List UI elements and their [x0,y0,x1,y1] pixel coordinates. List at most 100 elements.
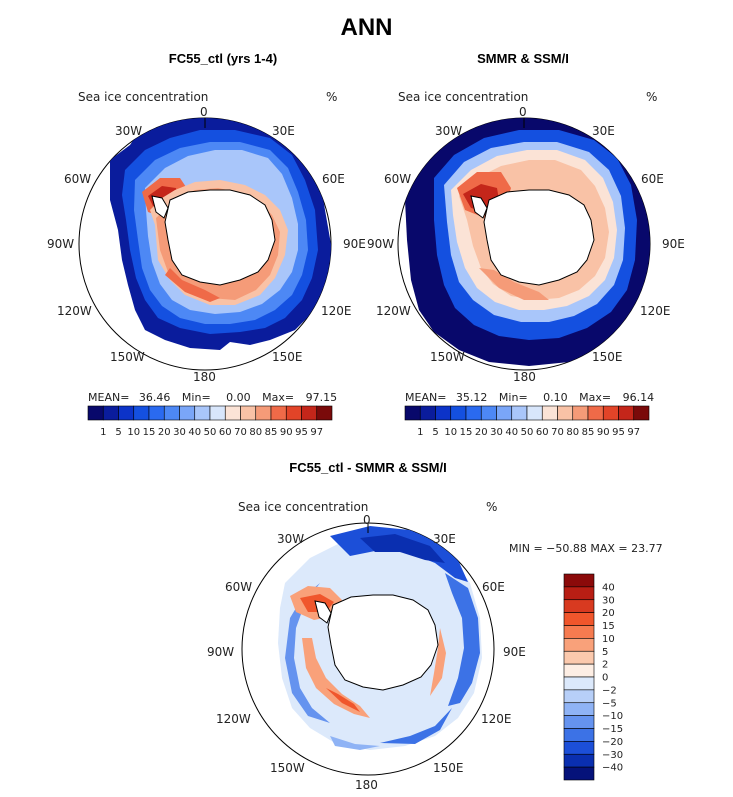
panel-2-title: SMMR & SSM/I [477,51,569,66]
panel-1-colorbar-swatch [285,405,302,421]
panel-3-lon-60w: 60W [225,580,253,594]
panel-3-colorbar-tick-label: 5 [602,647,608,658]
panel-2-lon-90e: 90E [662,237,685,251]
panel-2-colorbar-tick-label: 30 [490,427,503,438]
panel-2-colorbar-swatch [404,405,421,421]
panel-3-colorbar-tick-label: 0 [602,673,608,684]
main-title: ANN [340,14,393,41]
panel-2-colorbar-tick-label: 40 [505,427,518,438]
panel-1-mean-label: MEAN= [88,391,130,404]
panel-3-colorbar-tick-label: 15 [602,621,615,632]
panel-2-min-label: Min= [498,391,528,404]
panel-2-lon-0: 0 [519,105,527,119]
panel-1-lon-30e: 30E [272,124,295,138]
panel-3-lon-30e: 30E [433,532,456,546]
panel-3-title: FC55_ctl - SMMR & SSM/I [289,460,447,475]
panel-3-colorbar-swatch [563,753,595,768]
panel-3-lon-150e: 150E [433,761,464,775]
panel-2-lon-150e: 150E [592,350,623,364]
panel-2-lon-180: 180 [513,370,536,384]
panel-3-colorbar-tick-label: −40 [602,763,623,774]
panel-1-lon-120w: 120W [57,304,92,318]
panel-1-lon-60w: 60W [64,172,92,186]
panel-3-colorbar-swatch [563,728,595,742]
panel-2-max-value: 96.14 [622,391,655,404]
panel-2-min-value: 0.10 [543,391,568,404]
panel-3-map [241,522,495,776]
panel-2-stats: MEAN= 35.12 Min= 0.10 Max= 96.14 [405,391,654,404]
panel-2-lon-30w: 30W [435,124,463,138]
panel-1-colorbar-swatch [209,405,226,421]
panel-1-lon-30w: 30W [115,124,143,138]
panel-3-colorbar-tick-label: 30 [602,595,615,606]
panel-2-colorbar-swatch [419,405,436,421]
panel-3-colorbar-tick-label: −20 [602,737,623,748]
panel-2-colorbar-swatch [496,405,513,421]
panel-3-colorbar-swatch [563,676,595,691]
panel-2-colorbar-swatch [526,405,543,421]
panel-1-lon-180: 180 [193,370,216,384]
panel-1-colorbar-swatch [316,405,333,421]
panel-2-mean-value: 35.12 [455,391,488,404]
panel-3-lon-180: 180 [355,778,378,792]
panel-2-colorbar-swatch [633,405,650,421]
panel-1-colorbar-swatch [148,405,165,421]
panel-2-colorbar-swatch [572,405,589,421]
panel-1-colorbar-tick-label: 60 [219,427,232,438]
panel-1-colorbar-swatch [301,405,318,421]
panel-3-colorbar-swatch [563,650,595,665]
panel-2-lon-120w: 120W [376,304,411,318]
panel-1-colorbar-tick-label: 40 [188,427,201,438]
panel-3-colorbar-swatch [563,638,595,652]
panel-3-colorbar-tick-label: −15 [602,724,623,735]
panel-2-ice-field [405,118,650,366]
panel-3-colorbar-swatch [563,715,595,729]
panel-2-colorbar-tick-label: 90 [597,427,610,438]
panel-1-colorbar-swatch [133,405,150,421]
panel-1-colorbar-swatch [118,405,135,421]
panel-3-colorbar-swatch [563,663,595,678]
panel-3-lon-90e: 90E [503,645,526,659]
panel-1-colorbar-tick-label: 10 [127,427,140,438]
panel-2-colorbar-tick-label: 60 [536,427,549,438]
panel-2-colorbar-tick-label: 70 [551,427,564,438]
panel-2-lon-90w: 90W [367,237,395,251]
panel-3-colorbar-swatch [563,766,595,781]
panel-1-lon-150w: 150W [110,350,145,364]
panel-2-colorbar-swatch [602,405,619,421]
panel-2-max-label: Max= [579,391,612,404]
panel-2-colorbar-swatch [435,405,452,421]
panel-2-colorbar-swatch [480,405,497,421]
panel-3-units: % [486,500,498,514]
panel-2-colorbar-tick-label: 1 [417,427,423,438]
panel-3-colorbar-tick-label: −30 [602,750,623,761]
panel-3-minmax: MIN = −50.88 MAX = 23.77 [509,542,663,555]
panel-2-colorbar-swatch [557,405,574,421]
panel-2-colorbar-swatch [541,405,558,421]
panel-1-colorbar: 1 5 10 15 20 30 40 50 60 70 80 85 90 95 97 [87,405,333,438]
panel-1-colorbar-swatch [163,405,180,421]
panel-3-colorbar-tick-label: 10 [602,634,615,645]
panel-2-colorbar-tick-label: 10 [444,427,457,438]
panel-2-colorbar-tick-label: 50 [521,427,534,438]
panel-3-colorbar-tick-label: −5 [602,698,617,709]
panel-2-lon-60w: 60W [384,172,412,186]
panel-1-colorbar-tick-label: 95 [295,427,308,438]
panel-3-colorbar-tick-label: −2 [602,685,617,696]
panel-2-colorbar-swatch [618,405,635,421]
panel-1-min-value: 0.00 [226,391,251,404]
panel-1-colorbar-tick-label: 70 [234,427,247,438]
panel-1-colorbar-swatch [270,405,287,421]
panel-2-lon-150w: 150W [430,350,465,364]
panel-2-colorbar-swatch [587,405,604,421]
panel-2-lon-120e: 120E [640,304,671,318]
panel-1-min-label: Min= [181,391,211,404]
panel-3-difference-field [278,526,482,750]
panel-3-colorbar-swatch [563,741,595,755]
panel-2-colorbar-tick-label: 97 [627,427,640,438]
panel-3-colorbar-swatch [563,586,595,601]
panel-3-colorbar-tick-label: 2 [602,660,608,671]
panel-1-colorbar-swatch [255,405,272,421]
panel-1-lon-0: 0 [200,105,208,119]
